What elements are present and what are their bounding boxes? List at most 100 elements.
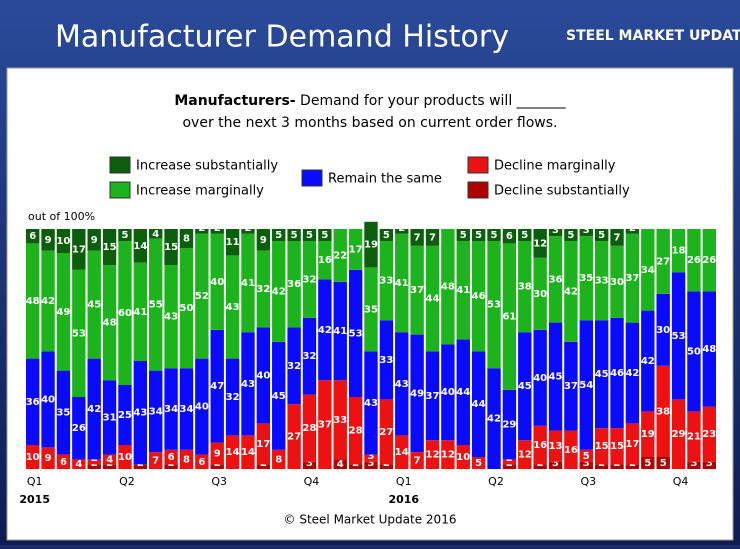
data-label: 41 — [395, 278, 409, 289]
bar-segment — [102, 464, 117, 469]
bar-segment — [533, 229, 547, 258]
data-label: 18 — [672, 246, 686, 257]
bar-segment — [225, 358, 240, 436]
bar-segment — [272, 241, 286, 342]
data-label: 2 — [244, 223, 251, 234]
bar-segment — [118, 229, 132, 241]
data-label: 35 — [364, 304, 378, 315]
bar-segment — [379, 320, 394, 400]
data-label: 9 — [260, 235, 267, 246]
bar-segment — [518, 440, 532, 469]
bar-segment — [548, 461, 563, 469]
data-label: 28 — [303, 423, 317, 434]
bar-segment — [441, 229, 455, 345]
bar-segment — [302, 241, 317, 318]
bar-segment — [149, 229, 163, 239]
data-label: 37 — [410, 285, 424, 296]
data-label: 3 — [583, 225, 590, 236]
bar-segment — [533, 425, 547, 465]
bar-segment — [102, 265, 117, 381]
bar-segment — [687, 291, 701, 412]
data-label: 48 — [702, 344, 716, 355]
data-label: 30 — [533, 289, 547, 300]
bar-segment — [272, 449, 286, 469]
bar-segment — [72, 459, 86, 469]
data-label: 12 — [441, 450, 455, 461]
data-label: 5 — [383, 230, 390, 241]
data-label: 40 — [533, 373, 547, 384]
bar-segment — [671, 229, 686, 273]
bar-segment — [133, 229, 148, 263]
legend-label: Increase substantially — [136, 159, 278, 174]
data-label: 14 — [241, 447, 255, 458]
bar-segment — [656, 365, 670, 457]
data-label: 33 — [379, 355, 393, 366]
bar-segment — [594, 464, 609, 469]
data-label: 32 — [287, 361, 301, 372]
bar-segment — [625, 423, 640, 465]
data-label: 5 — [644, 458, 651, 469]
data-label: 33 — [595, 276, 609, 287]
bar-segment — [26, 243, 40, 359]
data-label: 40 — [256, 370, 270, 381]
bar-segment — [548, 430, 563, 462]
bar-segment — [87, 459, 101, 465]
data-label: 3 — [368, 451, 375, 462]
data-label: 5 — [567, 230, 574, 241]
bar-segment — [195, 358, 209, 455]
data-label: 17 — [625, 439, 639, 450]
data-label: 53 — [349, 328, 363, 339]
data-label: 6 — [168, 452, 175, 463]
x-tick-label: Q2 — [488, 475, 504, 488]
bar-segment — [87, 464, 101, 469]
bar-segment — [256, 464, 271, 469]
bar-segment — [26, 229, 40, 244]
legend-label: Increase marginally — [136, 184, 264, 199]
bar-segment — [164, 265, 178, 369]
bar-segment — [210, 464, 224, 469]
data-label: 53 — [672, 331, 686, 342]
data-label: 42 — [487, 414, 501, 425]
bar-segment — [241, 435, 255, 469]
bar-segment — [102, 454, 117, 465]
data-label: 16 — [318, 255, 332, 266]
bar-segment — [625, 229, 640, 234]
bar-segment — [410, 452, 424, 469]
data-label: 6 — [506, 231, 513, 242]
bar-segment — [287, 229, 301, 241]
data-label: 32 — [303, 274, 317, 285]
data-label: 5 — [660, 458, 667, 469]
data-label: 53 — [72, 328, 86, 339]
bar-segment — [287, 241, 301, 328]
data-label: 12 — [533, 238, 547, 249]
data-label: 43 — [164, 312, 178, 323]
data-label: 5 — [491, 230, 498, 241]
x-tick-label: Q3 — [580, 475, 596, 488]
bar-segment — [518, 229, 532, 241]
bar-segment — [210, 442, 224, 465]
data-label: 5 — [475, 230, 482, 241]
data-label: 5 — [321, 230, 328, 241]
bar-segment — [548, 229, 563, 237]
bar-segment — [72, 269, 86, 397]
bar-segment — [364, 221, 378, 268]
bar-segment — [149, 452, 163, 469]
data-label: 8 — [183, 234, 190, 245]
bar-segment — [364, 351, 378, 455]
bar-segment — [610, 245, 624, 318]
data-label: 48 — [103, 318, 117, 329]
data-label: 40 — [41, 394, 55, 405]
data-label: 42 — [272, 286, 286, 297]
bar-segment — [425, 245, 440, 352]
bar-segment — [179, 368, 194, 450]
bar-segment — [610, 464, 624, 469]
data-label: 38 — [656, 406, 670, 417]
bar-segment — [702, 229, 716, 292]
data-label: 36 — [26, 397, 40, 408]
data-label: 4 — [106, 454, 113, 465]
data-label: 43 — [226, 302, 240, 313]
footer: © Steel Market Update 2016 — [284, 513, 457, 527]
bar-segment — [318, 229, 332, 241]
data-label: 46 — [610, 368, 624, 379]
bar-segment — [456, 445, 470, 469]
